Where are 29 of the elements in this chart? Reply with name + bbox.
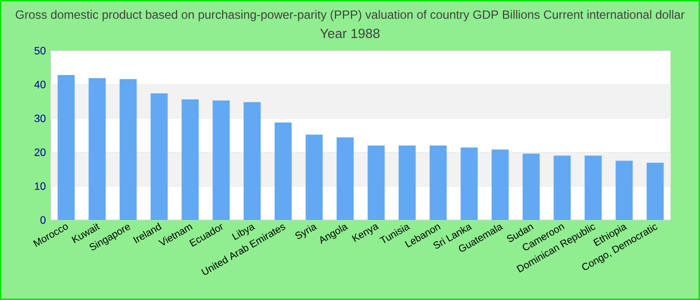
y-tick-label: 50 xyxy=(34,46,46,54)
bar xyxy=(58,75,75,220)
bar xyxy=(398,145,416,220)
bar xyxy=(616,160,633,220)
y-tick-label: 0 xyxy=(40,216,46,224)
bar xyxy=(460,148,478,220)
bar xyxy=(150,93,168,220)
chart-subtitle: Year 1988 xyxy=(320,28,380,38)
bar xyxy=(554,156,571,220)
y-tick-label: 40 xyxy=(34,80,46,88)
bar xyxy=(584,156,602,220)
y-tick-label: 20 xyxy=(34,148,46,156)
bar xyxy=(182,99,199,220)
y-tick-label: 10 xyxy=(34,182,46,190)
y-tick-label: 30 xyxy=(34,114,46,122)
bar xyxy=(492,150,509,220)
x-tick-label: Syria xyxy=(295,224,318,239)
bar xyxy=(646,162,664,220)
chart-title: Gross domestic product based on purchasing-power-parity (PPP) valuation of country GDP Billions Current international dollar xyxy=(16,10,685,22)
bar xyxy=(212,100,230,220)
bar xyxy=(430,145,447,220)
bar xyxy=(522,154,540,220)
bar xyxy=(336,137,354,220)
bar xyxy=(88,78,106,220)
bar xyxy=(274,122,292,220)
bar xyxy=(244,102,261,220)
bar xyxy=(306,134,323,220)
bar xyxy=(120,79,137,220)
bar xyxy=(368,145,385,220)
